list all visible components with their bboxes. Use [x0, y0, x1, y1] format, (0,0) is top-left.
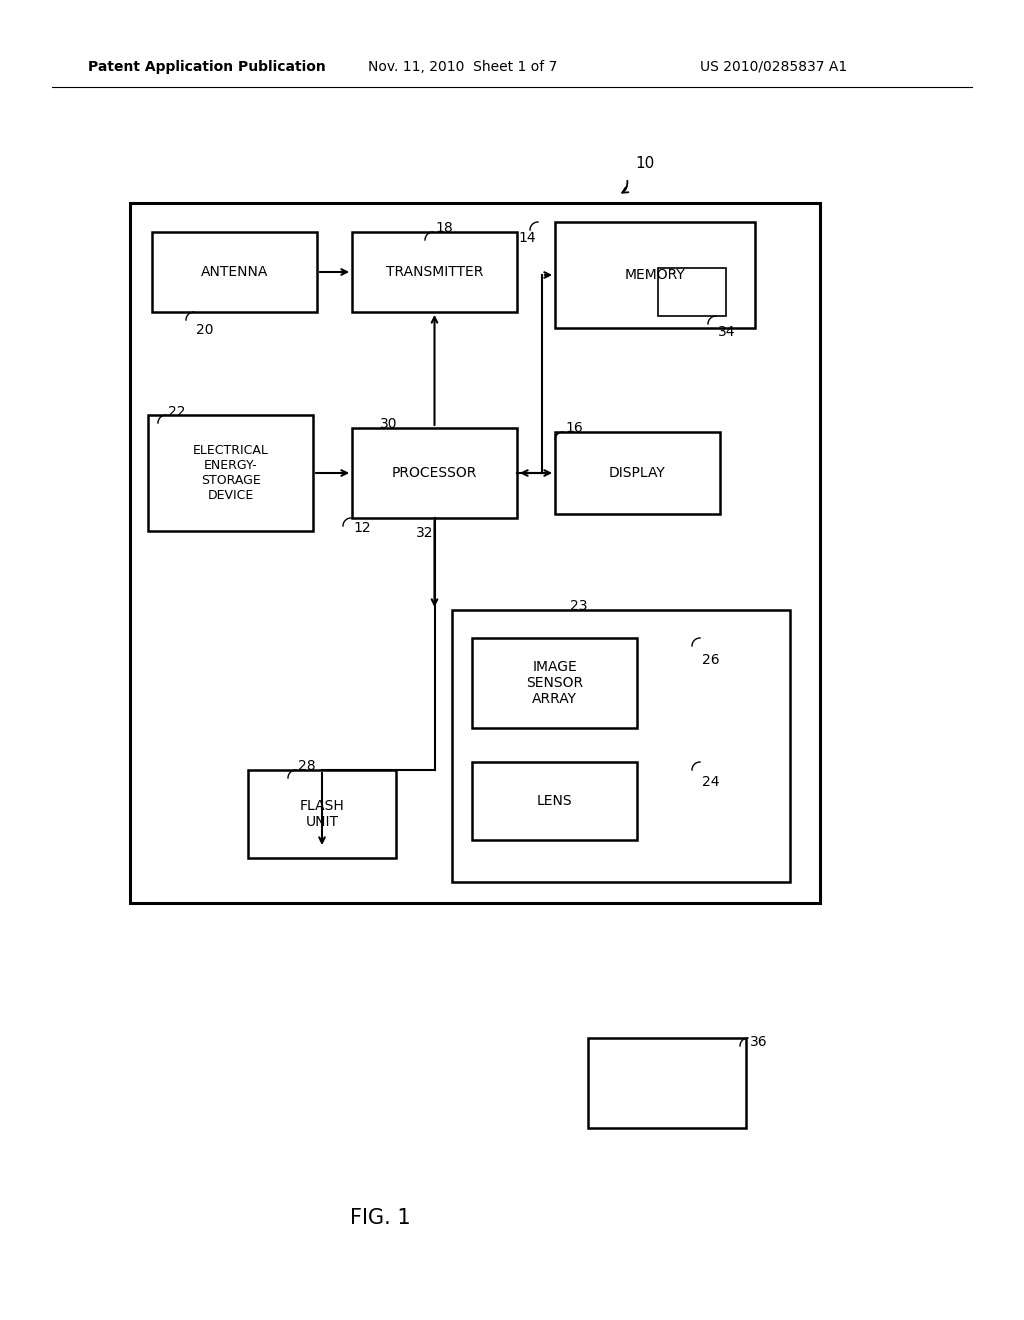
- Bar: [148, 414, 313, 531]
- Bar: [555, 222, 755, 327]
- Bar: [352, 428, 517, 517]
- Bar: [152, 232, 317, 312]
- Text: 16: 16: [565, 421, 583, 436]
- Text: FIG. 1: FIG. 1: [349, 1208, 411, 1228]
- Text: Patent Application Publication: Patent Application Publication: [88, 59, 326, 74]
- Text: IMAGE
SENSOR
ARRAY: IMAGE SENSOR ARRAY: [526, 660, 583, 706]
- Text: 23: 23: [570, 599, 588, 612]
- Text: LENS: LENS: [537, 795, 572, 808]
- Text: FLASH
UNIT: FLASH UNIT: [300, 799, 344, 829]
- Text: 34: 34: [718, 325, 735, 339]
- Bar: [472, 762, 637, 840]
- Text: ELECTRICAL
ENERGY-
STORAGE
DEVICE: ELECTRICAL ENERGY- STORAGE DEVICE: [193, 444, 268, 502]
- Text: MEMORY: MEMORY: [625, 268, 685, 282]
- Text: PROCESSOR: PROCESSOR: [392, 466, 477, 480]
- Bar: [130, 203, 820, 903]
- Text: US 2010/0285837 A1: US 2010/0285837 A1: [700, 59, 847, 74]
- Text: DISPLAY: DISPLAY: [609, 466, 666, 480]
- Text: 14: 14: [518, 231, 536, 246]
- Text: 26: 26: [702, 653, 720, 667]
- Text: 22: 22: [168, 405, 185, 418]
- Text: 20: 20: [196, 323, 213, 337]
- Text: 32: 32: [416, 525, 433, 540]
- Text: Nov. 11, 2010  Sheet 1 of 7: Nov. 11, 2010 Sheet 1 of 7: [368, 59, 557, 74]
- Bar: [352, 232, 517, 312]
- Bar: [658, 268, 726, 315]
- Bar: [248, 770, 396, 858]
- Bar: [472, 638, 637, 729]
- Text: 18: 18: [435, 220, 453, 235]
- Text: 24: 24: [702, 775, 720, 789]
- Text: 36: 36: [750, 1035, 768, 1049]
- Bar: [588, 1038, 746, 1129]
- Text: TRANSMITTER: TRANSMITTER: [386, 265, 483, 279]
- Text: ANTENNA: ANTENNA: [201, 265, 268, 279]
- Text: 28: 28: [298, 759, 315, 774]
- Text: 30: 30: [380, 417, 397, 432]
- Text: 10: 10: [635, 156, 654, 170]
- Bar: [555, 432, 720, 513]
- Bar: [452, 610, 790, 882]
- Text: 12: 12: [353, 521, 371, 535]
